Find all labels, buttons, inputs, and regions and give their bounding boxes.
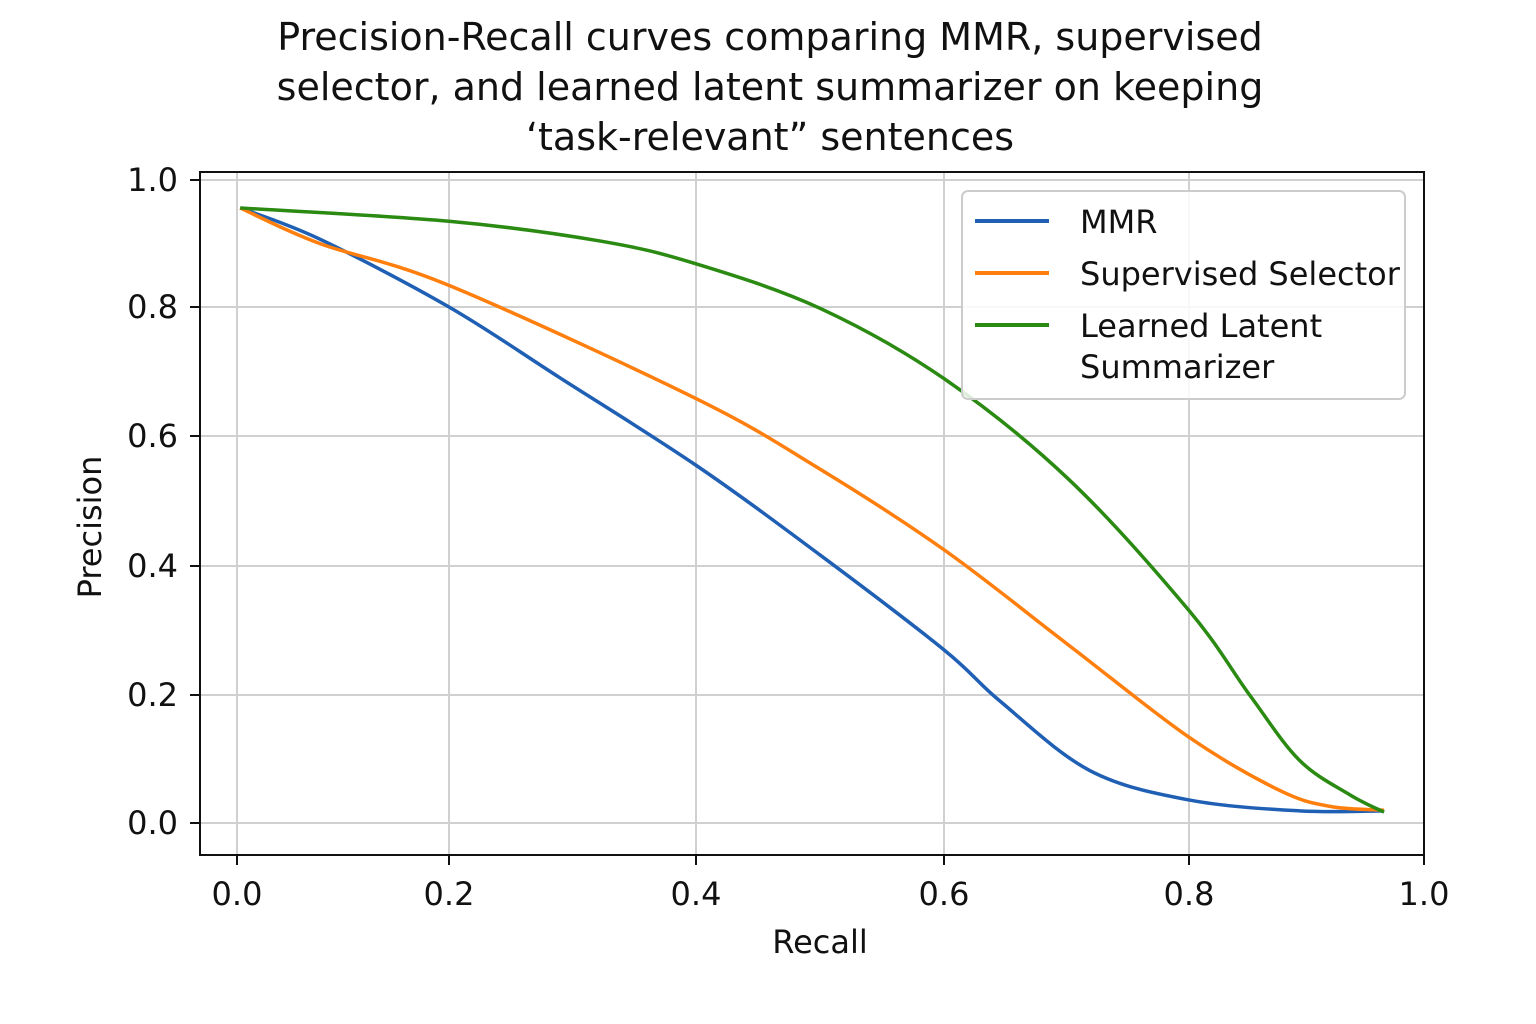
plot-frame [199,171,1425,856]
series-lines [239,206,1385,814]
x-axis-label: Recall [772,923,867,961]
legend: MMR Supervised Selector Learned Latent Summ… [961,190,1406,400]
x-tick-label: 0.4 [671,875,722,913]
x-tick-label: 0.2 [424,875,475,913]
y-tick-label: 0.0 [127,804,178,842]
legend-label-learned-latent-summarizer: Learned Latent Summarizer [1080,307,1322,386]
ticks: 0.0 0.2 0.4 0.6 0.8 1.0 0.0 0.2 0.4 0.6 0.8 1.0 [127,161,1449,913]
series-line-learned-latent-summarizer [240,206,1385,814]
legend-label-supervised-selector: Supervised Selector [1080,255,1401,293]
y-tick-label: 1.0 [127,161,178,199]
series-line-mmr [239,206,1385,814]
title-line-1: Precision-Recall curves comparing MMR, s… [277,15,1263,59]
x-tick-label: 0.6 [919,875,970,913]
y-tick-label: 0.6 [127,417,178,455]
x-tick-label: 0.8 [1164,875,1215,913]
legend-label-mmr: MMR [1080,203,1157,241]
y-tick-label: 0.8 [127,288,178,326]
y-axis-label: Precision [71,456,109,599]
legend-box [961,190,1406,400]
x-tick-label: 0.0 [212,875,263,913]
y-tick-label: 0.4 [127,547,178,585]
series-line-supervised-selector [239,206,1385,812]
title-line-2: selector, and learned latent summarizer … [276,65,1264,109]
chart-title: Precision-Recall curves comparing MMR, s… [0,12,1536,162]
x-tick-label: 1.0 [1399,875,1450,913]
y-tick-label: 0.2 [127,676,178,714]
title-line-3: ‘task-relevant” sentences [525,115,1015,159]
